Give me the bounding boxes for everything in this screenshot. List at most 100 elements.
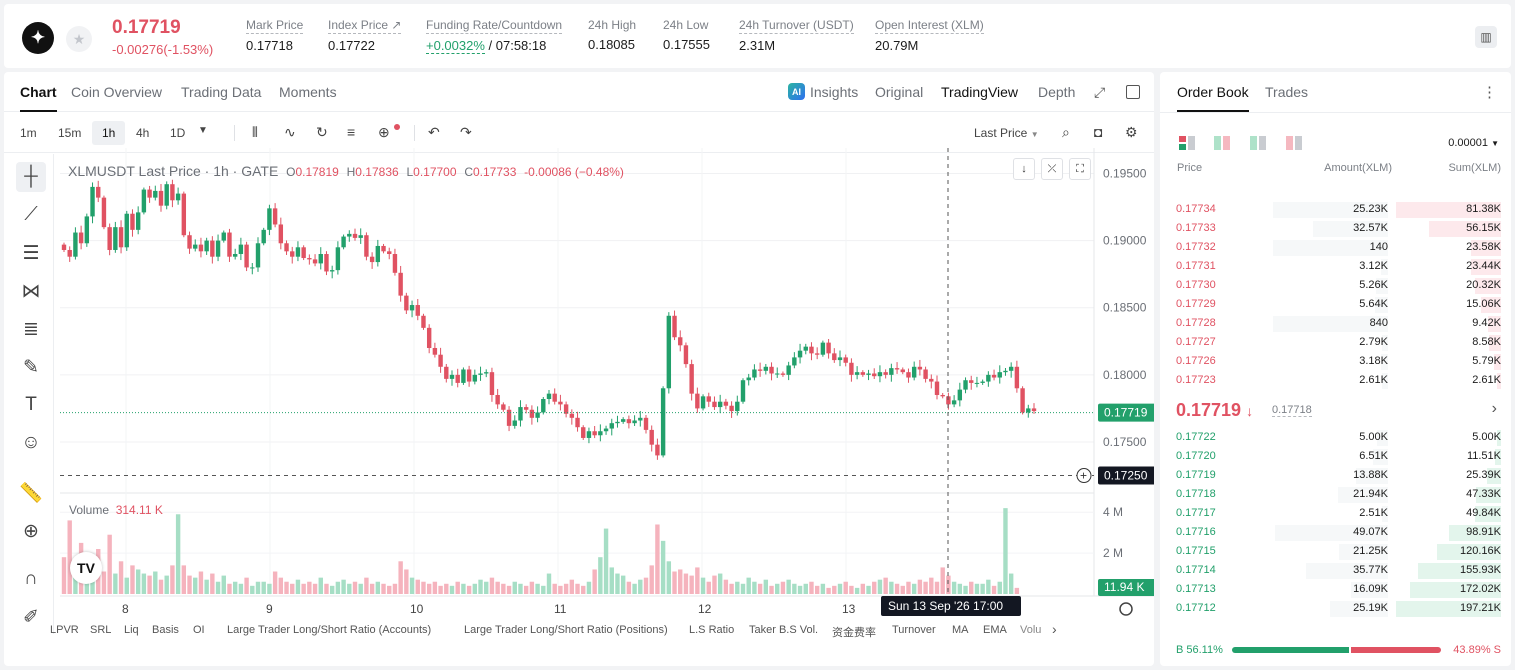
price-type-select[interactable]: Last Price ▼ <box>974 126 1039 140</box>
ruler-icon[interactable]: 📏 <box>19 483 43 504</box>
redo-icon[interactable]: ↷ <box>460 124 472 140</box>
indicator-liq[interactable]: Liq <box>124 624 139 636</box>
bid-row[interactable]: 0.17716 49.07K 98.91K <box>1160 523 1511 542</box>
ask-row[interactable]: 0.17733 32.57K 56.15K <box>1160 219 1511 238</box>
bid-row[interactable]: 0.17718 21.94K 47.33K <box>1160 485 1511 504</box>
pencil-lock-icon[interactable]: ✐ <box>23 606 39 628</box>
volume-bar <box>763 579 769 594</box>
stat-mark-price[interactable]: Mark Price 0.17718 <box>246 18 304 53</box>
indicator-ma[interactable]: MA <box>952 624 969 636</box>
tab-coin-overview[interactable]: Coin Overview <box>71 84 163 100</box>
indicator-turnover[interactable]: Turnover <box>892 624 936 636</box>
timeframe-4h[interactable]: 4h <box>136 126 150 140</box>
settings-gear-icon[interactable]: ⚙ <box>1125 124 1138 140</box>
indicator-ls-ratio[interactable]: L.S Ratio <box>689 624 735 636</box>
tab-tradingview[interactable]: TradingView <box>941 84 1019 100</box>
undo-icon[interactable]: ↶ <box>428 124 440 140</box>
bid-row[interactable]: 0.17715 21.25K 120.16K <box>1160 542 1511 561</box>
favorite-star-icon[interactable]: ★ <box>66 26 92 52</box>
indicator-volume[interactable]: Volu <box>1020 624 1042 636</box>
chevron-right-icon[interactable]: › <box>1052 621 1057 637</box>
view-split-icon[interactable] <box>1214 136 1230 150</box>
tab-moments[interactable]: Moments <box>279 84 337 100</box>
tab-depth[interactable]: Depth <box>1038 84 1076 100</box>
ask-row[interactable]: 0.17726 3.18K 5.79K <box>1160 352 1511 371</box>
indicator-large-trader-accounts[interactable]: Large Trader Long/Short Ratio (Accounts) <box>227 624 432 636</box>
bid-row[interactable]: 0.17714 35.77K 155.93K <box>1160 561 1511 580</box>
candle-type-icon[interactable]: ⫴ <box>252 124 258 140</box>
view-asks-icon[interactable] <box>1286 136 1302 150</box>
camera-icon[interactable]: ◘ <box>1094 124 1103 140</box>
stat-funding-rate[interactable]: Funding Rate/Countdown +0.0032% / 07:58:… <box>426 18 563 54</box>
text-tool-icon[interactable]: T <box>25 394 37 415</box>
indicator-taker-bs-vol[interactable]: Taker B.S Vol. <box>749 624 819 636</box>
indicator-oi[interactable]: OI <box>193 624 205 636</box>
stat-index-price[interactable]: Index Price ↗ 0.17722 <box>328 18 402 53</box>
ask-row[interactable]: 0.17734 25.23K 81.38K <box>1160 200 1511 219</box>
timeframe-15m[interactable]: 15m <box>58 126 82 140</box>
expand-icon[interactable]: ⤢ <box>1094 84 1106 100</box>
refresh-icon[interactable]: ↻ <box>316 124 328 140</box>
crosshair-icon[interactable]: ┼ <box>16 162 46 192</box>
collapse-icon[interactable]: ⤫ <box>1041 158 1063 180</box>
timeframe-dropdown-icon[interactable]: ▼ <box>198 125 208 136</box>
tab-trades[interactable]: Trades <box>1265 84 1309 100</box>
tab-order-book[interactable]: Order Book <box>1177 84 1249 112</box>
indicator-ema[interactable]: EMA <box>983 624 1007 636</box>
ask-row[interactable]: 0.17729 5.64K 15.06K <box>1160 295 1511 314</box>
timeframe-1d[interactable]: 1D <box>170 126 186 140</box>
candle-body <box>911 366 917 378</box>
magnet-icon[interactable]: ∩ <box>24 568 38 589</box>
bid-row[interactable]: 0.17717 2.51K 49.84K <box>1160 504 1511 523</box>
ask-row[interactable]: 0.17732 140 23.58K <box>1160 238 1511 257</box>
stat-24h-turnover[interactable]: 24h Turnover (USDT) 2.31M <box>739 18 854 53</box>
ask-row[interactable]: 0.17723 2.61K 2.61K <box>1160 371 1511 390</box>
bid-row[interactable]: 0.17712 25.19K 197.21K <box>1160 599 1511 618</box>
indicators-icon[interactable]: ∿ <box>284 124 296 140</box>
indicator-srl[interactable]: SRL <box>90 624 112 636</box>
ask-row[interactable]: 0.17731 3.12K 23.44K <box>1160 257 1511 276</box>
more-vertical-icon[interactable]: ⋮ <box>1482 84 1497 101</box>
emoji-icon[interactable]: ☺ <box>21 432 41 453</box>
scroll-down-icon[interactable]: ↓ <box>1013 158 1035 180</box>
templates-icon[interactable]: ≡ <box>347 124 356 140</box>
book-icon[interactable]: ▥ <box>1475 26 1497 48</box>
ask-row[interactable]: 0.17727 2.79K 8.58K <box>1160 333 1511 352</box>
indicator-large-trader-positions[interactable]: Large Trader Long/Short Ratio (Positions… <box>464 624 668 636</box>
view-both-icon[interactable] <box>1179 136 1195 150</box>
indicator-funding-rate[interactable]: 资金费率 <box>832 627 876 639</box>
fullscreen-icon[interactable]: ⛶ <box>1069 158 1091 180</box>
chevron-right-icon[interactable]: › <box>1491 400 1497 417</box>
candle-body <box>974 382 980 384</box>
timeframe-1m[interactable]: 1m <box>20 126 37 140</box>
ask-row[interactable]: 0.17730 5.26K 20.32K <box>1160 276 1511 295</box>
search-icon[interactable]: ⌕ <box>1062 124 1070 140</box>
stat-open-interest[interactable]: Open Interest (XLM) 20.79M <box>875 18 984 53</box>
horizontal-lines-icon[interactable]: ☰ <box>22 242 40 264</box>
trend-line-icon[interactable]: ⟋ <box>24 204 38 225</box>
add-indicator-icon[interactable]: ⊕ <box>378 124 390 140</box>
brush-icon[interactable]: ✎ <box>23 356 39 378</box>
tab-insights[interactable]: Insights <box>810 84 859 100</box>
tab-trading-data[interactable]: Trading Data <box>181 84 262 100</box>
tab-chart[interactable]: Chart <box>20 84 57 112</box>
zoom-in-icon[interactable]: ⊕ <box>23 520 39 542</box>
window-icon[interactable] <box>1126 85 1140 99</box>
bid-row[interactable]: 0.17719 13.88K 25.39K <box>1160 466 1511 485</box>
indicator-basis[interactable]: Basis <box>152 624 179 636</box>
bid-row[interactable]: 0.17720 6.51K 11.51K <box>1160 447 1511 466</box>
candle-body <box>238 244 244 255</box>
bid-row[interactable]: 0.17722 5.00K 5.00K <box>1160 428 1511 447</box>
fib-retracement-icon[interactable]: ≣ <box>23 318 39 340</box>
tab-original[interactable]: Original <box>875 84 924 100</box>
timeframe-1h[interactable]: 1h <box>92 121 126 145</box>
ask-row[interactable]: 0.17728 840 9.42K <box>1160 314 1511 333</box>
candlestick-chart[interactable]: 0.19500 0.19000 0.18500 0.18000 0.17500 4 M 2 … <box>4 72 1154 666</box>
pattern-icon[interactable]: ⋈ <box>21 280 41 302</box>
view-bids-icon[interactable] <box>1250 136 1266 150</box>
precision-select[interactable]: 0.00001 ▼ <box>1448 137 1499 149</box>
indicator-lpvr[interactable]: LPVR <box>50 624 79 636</box>
mid-price[interactable]: 0.17719 ↓ <box>1176 400 1253 421</box>
row-price: 0.17716 <box>1176 526 1216 538</box>
bid-row[interactable]: 0.17713 16.09K 172.02K <box>1160 580 1511 599</box>
